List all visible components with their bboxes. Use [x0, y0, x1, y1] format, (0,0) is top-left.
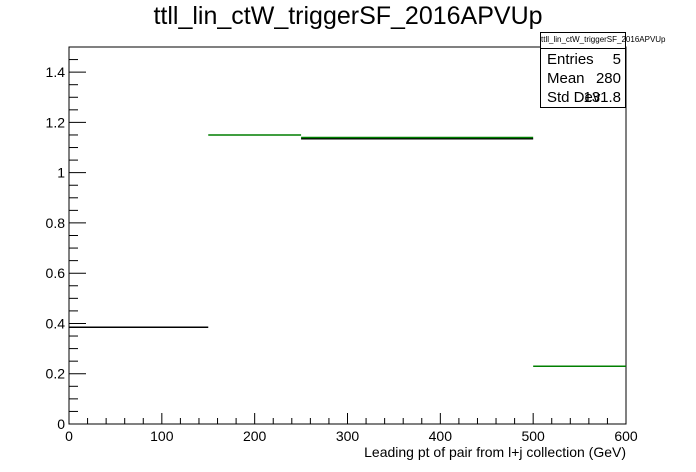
stats-row-entries: Entries 5	[547, 51, 621, 69]
y-tick-label: 0	[57, 416, 65, 432]
histogram-bins	[69, 134, 626, 367]
stats-value: 280	[595, 70, 621, 87]
y-tick-label: 0.8	[46, 215, 66, 231]
y-tick-label: 0.2	[46, 366, 66, 382]
stats-row-mean: Mean 280	[547, 70, 621, 88]
stats-value: 5	[612, 51, 621, 68]
stats-box: ttll_lin_ctW_triggerSF_2016APVUp Entries…	[540, 32, 666, 108]
stats-label: Mean	[547, 70, 585, 87]
chart-title: ttll_lin_ctW_triggerSF_2016APVUp	[153, 2, 543, 30]
y-tick-label: 0.6	[46, 265, 66, 281]
y-tick-label: 1.4	[46, 64, 66, 80]
stats-box-title: ttll_lin_ctW_triggerSF_2016APVUp	[541, 35, 666, 44]
x-tick-label: 200	[243, 428, 267, 444]
stats-label: Std Dev	[547, 89, 601, 106]
x-axis-label: Leading pt of pair from l+j collection (…	[364, 444, 626, 460]
y-tick-label: 1.2	[46, 114, 66, 130]
stats-value: 131.8	[583, 89, 621, 106]
x-tick-label: 300	[336, 428, 360, 444]
x-tick-label: 400	[429, 428, 453, 444]
stats-box-divider	[541, 48, 625, 49]
x-tick-label: 500	[521, 428, 545, 444]
stats-row-std-dev: Std Dev 131.8	[547, 89, 621, 107]
y-axis: 0 0.2 0.4 0.6 0.8 1 1.2 1.4	[46, 46, 86, 432]
y-tick-label: 1	[57, 165, 65, 181]
x-tick-label: 600	[614, 428, 638, 444]
x-axis: 0 100 200 300 400 500 600	[65, 413, 638, 444]
y-tick-label: 0.4	[46, 315, 66, 331]
x-tick-label: 0	[65, 428, 73, 444]
x-tick-label: 100	[150, 428, 174, 444]
stats-label: Entries	[547, 51, 594, 68]
